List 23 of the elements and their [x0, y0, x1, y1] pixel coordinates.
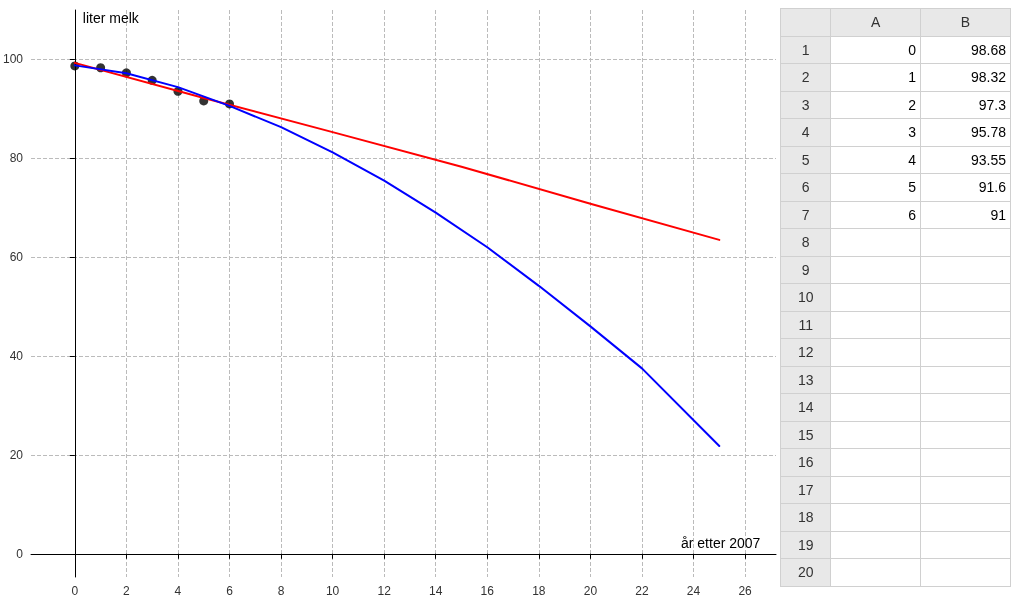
y-tick-label: 0 [16, 546, 24, 561]
x-tick-label: 22 [635, 584, 649, 598]
x-tick-label: 14 [429, 584, 443, 598]
x-tick-label: 10 [325, 584, 340, 598]
x-tick-label: 6 [226, 584, 234, 598]
y-tick-label: 60 [9, 250, 24, 265]
spreadsheet-table: A B 1 0 98.68 2 1 98.32 3 2 97.3 4 3 95.78 5 4 93.55 6 5 91.6 7 6 91 8 9 10 11 12 13 14 15 16 17 18 19 20 [780, 8, 1011, 587]
x-tick-label: 2 [123, 584, 131, 598]
y-tick-label: 20 [9, 447, 24, 462]
y-tick-label: 40 [9, 349, 24, 364]
y-axis-title: liter melk [82, 10, 140, 26]
x-tick-label: 18 [532, 584, 546, 598]
x-tick-label: 16 [480, 584, 495, 598]
x-axis-title: år etter 2007 [681, 534, 761, 551]
y-tick-label: 100 [2, 52, 24, 67]
x-tick-label: 4 [174, 584, 182, 598]
x-tick-label: 0 [71, 584, 79, 598]
x-tick-label: 20 [583, 584, 598, 598]
x-tick-label: 24 [686, 584, 701, 598]
x-tick-label: 26 [738, 584, 753, 598]
x-tick-label: 8 [277, 584, 285, 598]
x-tick-label: 12 [377, 584, 392, 598]
y-tick-label: 80 [9, 151, 24, 166]
